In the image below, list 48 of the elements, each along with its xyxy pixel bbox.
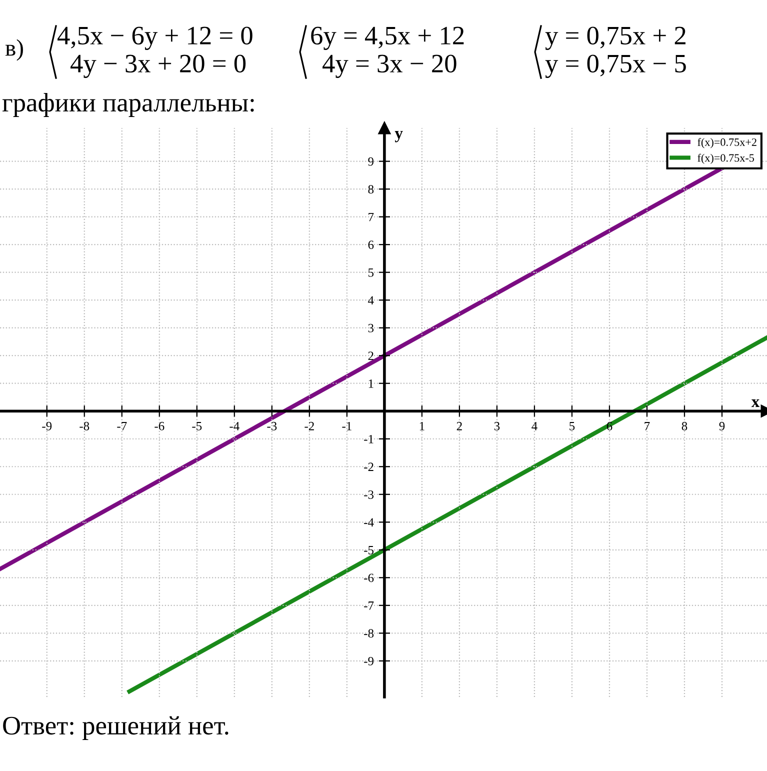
y-tick-label: -6 (364, 574, 374, 582)
x-tick-label: 1 (420, 422, 424, 430)
y-tick-label: 5 (368, 268, 374, 277)
y-tick-label: -8 (364, 629, 374, 638)
text: в) (5, 39, 23, 61)
y-axis-title: y (394, 130, 403, 142)
x-tick-label: 4 (532, 422, 538, 430)
y-tick-label: 7 (368, 212, 374, 222)
x-axis-title: x (751, 399, 760, 407)
y-tick-label: -2 (364, 462, 374, 471)
y-tick-label: 6 (368, 240, 374, 250)
text: Ответ: решений нет. (3, 716, 228, 740)
text: 4y = 3x − 20 (322, 54, 456, 78)
text: y = 0,75x + 2 (545, 26, 686, 50)
x-tick-label: -4 (230, 422, 240, 430)
y-tick-label: -7 (364, 602, 374, 610)
text: 6y = 4,5x + 12 (311, 26, 464, 50)
x-tick-label: -5 (192, 422, 202, 430)
y-tick-label: 3 (368, 324, 374, 332)
y-tick-label: 1 (368, 379, 374, 388)
y-tick-label: -1 (364, 434, 374, 444)
y-tick-label: -5 (364, 546, 374, 554)
x-tick-label: 7 (644, 422, 650, 430)
x-tick-label: -7 (117, 422, 127, 430)
y-tick-label: 2 (368, 352, 374, 360)
x-tick-label: -9 (42, 422, 52, 430)
text: графики параллельны: (2, 93, 254, 117)
x-tick-label: -8 (80, 422, 90, 430)
text: y = 0,75x − 5 (545, 54, 686, 78)
x-tick-label: 9 (719, 422, 725, 430)
x-tick-label: -3 (267, 422, 277, 430)
x-tick-label: 5 (570, 422, 575, 430)
x-tick-label: -1 (342, 422, 352, 430)
text: 4y − 3x + 20 = 0 (70, 54, 246, 78)
x-tick-label: 8 (682, 422, 688, 430)
x-tick-label: -6 (154, 422, 164, 430)
y-tick-label: -3 (364, 490, 374, 499)
y-tick-label: -9 (364, 656, 374, 666)
legend-label: f(x)=0.75x+2 (698, 138, 756, 148)
x-tick-label: 3 (494, 422, 500, 430)
y-tick-label: 4 (368, 296, 374, 304)
legend-label: f(x)=0.75x-5 (698, 154, 754, 164)
y-tick-label: 9 (368, 157, 374, 166)
x-tick-label: 2 (456, 422, 462, 430)
text: 4,5x − 6y + 12 = 0 (58, 26, 252, 50)
x-tick-label: -2 (304, 422, 314, 430)
y-tick-label: -4 (364, 518, 374, 526)
y-tick-label: 8 (368, 185, 374, 194)
